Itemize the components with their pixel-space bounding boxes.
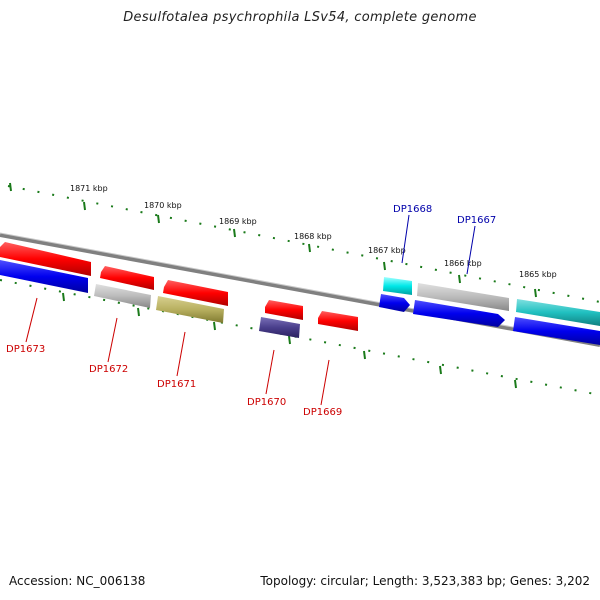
callout-lines-blue — [401, 214, 476, 275]
gene-label: DP1668 — [393, 204, 432, 215]
callout-lines-red — [25, 297, 330, 406]
gene-label: DP1672 — [89, 364, 128, 375]
gene-arrow[interactable] — [0, 260, 88, 293]
map-title: Desulfotalea psychrophila LSv54, complet… — [123, 10, 477, 25]
gene-arrow-DP1672[interactable] — [94, 284, 151, 308]
gene-label: DP1667 — [457, 215, 496, 226]
gene-arrow[interactable] — [513, 317, 600, 345]
gene-arrow-DP1668[interactable] — [383, 277, 412, 295]
genome-summary-text: Topology: circular; Length: 3,523,383 bp… — [260, 574, 590, 588]
scale-label: 1871 kbp — [70, 184, 108, 193]
gene-label: DP1671 — [157, 379, 196, 390]
gene-label: DP1670 — [247, 397, 286, 408]
gene-label: DP1673 — [6, 344, 45, 355]
outer-tick-ring — [7, 185, 600, 303]
gene-label: DP1669 — [303, 407, 342, 418]
inner-tick-ring — [0, 279, 600, 396]
scale-label: 1868 kbp — [294, 232, 332, 241]
gene-arrow[interactable] — [100, 266, 154, 290]
scale-label: 1866 kbp — [444, 259, 482, 268]
gene-arrow[interactable] — [163, 280, 228, 306]
genome-backbone — [0, 233, 600, 347]
scale-label: 1865 kbp — [519, 270, 557, 279]
gene-arrow-DP1671[interactable] — [156, 296, 224, 323]
outer-major-ticks — [9, 182, 537, 298]
accession-text: Accession: NC_006138 — [9, 574, 146, 588]
gene-arrow[interactable] — [318, 311, 358, 331]
scale-label: 1869 kbp — [219, 217, 257, 226]
gene-arrow[interactable] — [265, 300, 303, 320]
scale-label: 1870 kbp — [144, 201, 182, 210]
gene-arrow[interactable] — [413, 300, 505, 327]
gene-arrow[interactable] — [0, 242, 91, 276]
gene-arrow[interactable] — [516, 299, 600, 326]
scale-label: 1867 kbp — [368, 246, 406, 255]
gene-arrow-DP1670[interactable] — [259, 317, 300, 338]
gene-arrow-DP1667[interactable] — [417, 283, 509, 311]
gene-arrow[interactable] — [379, 294, 410, 312]
